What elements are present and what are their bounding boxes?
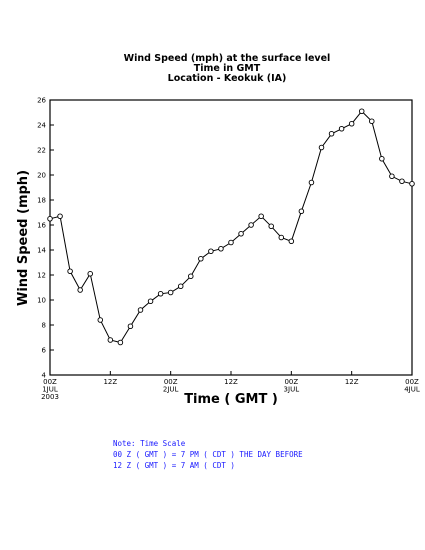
y-axis-ticks: 4 6 8 10 12 14 16 18 20 22 24 26 bbox=[37, 97, 54, 380]
data-point bbox=[308, 179, 315, 186]
data-point bbox=[157, 291, 164, 297]
y-tick-label: 18 bbox=[37, 197, 46, 205]
y-tick-label: 8 bbox=[42, 322, 46, 330]
chart-title-line-3: Location - Keokuk (IA) bbox=[168, 73, 287, 84]
y-tick-label: 4 bbox=[42, 372, 47, 380]
data-point bbox=[268, 223, 274, 229]
x-tick-label: 00Z bbox=[43, 378, 57, 386]
x-axis-label: Time ( GMT ) bbox=[184, 392, 278, 407]
x-tick-label: 00Z bbox=[164, 378, 178, 386]
data-point bbox=[208, 248, 214, 254]
data-point bbox=[338, 125, 345, 132]
x-tick-label: 12Z bbox=[103, 378, 117, 386]
data-point bbox=[298, 208, 305, 214]
x-tick-label: 1JUL bbox=[42, 386, 58, 394]
data-point bbox=[348, 120, 355, 127]
data-point bbox=[409, 180, 415, 187]
x-tick-label: 2003 bbox=[41, 393, 59, 401]
x-tick-label: 00Z bbox=[405, 378, 419, 386]
y-tick-label: 22 bbox=[37, 147, 46, 155]
data-point bbox=[127, 323, 134, 330]
data-point bbox=[389, 173, 395, 179]
y-tick-label: 10 bbox=[37, 297, 46, 305]
data-point bbox=[248, 222, 254, 228]
chart-title-line-1: Wind Speed (mph) at the surface level bbox=[124, 53, 331, 64]
data-point bbox=[238, 230, 244, 237]
data-point bbox=[147, 298, 154, 305]
y-tick-label: 14 bbox=[37, 247, 46, 255]
data-point bbox=[97, 317, 104, 323]
x-tick-label: 12Z bbox=[224, 378, 238, 386]
data-point bbox=[228, 239, 234, 246]
chart-title-line-2: Time in GMT bbox=[194, 63, 261, 74]
data-point bbox=[137, 307, 144, 313]
y-tick-label: 24 bbox=[37, 122, 46, 130]
data-point bbox=[188, 273, 194, 280]
x-tick-label: 12Z bbox=[345, 378, 359, 386]
data-point bbox=[218, 245, 224, 252]
y-axis-label: Wind Speed (mph) bbox=[16, 170, 31, 306]
data-point bbox=[67, 268, 73, 275]
wind-speed-line bbox=[49, 110, 413, 344]
plot-area-frame bbox=[49, 99, 413, 376]
y-tick-label: 16 bbox=[37, 222, 46, 230]
data-point bbox=[47, 215, 53, 222]
data-point bbox=[358, 108, 365, 114]
data-point bbox=[369, 118, 375, 124]
data-point bbox=[379, 155, 385, 162]
data-point bbox=[107, 337, 114, 343]
x-tick-label: 4JUL bbox=[404, 386, 420, 394]
x-tick-label: 3JUL bbox=[284, 386, 300, 394]
time-scale-note: Note: Time Scale 00 Z ( GMT ) = 7 PM ( C… bbox=[113, 439, 303, 470]
y-tick-label: 20 bbox=[37, 172, 46, 180]
data-point bbox=[278, 234, 285, 241]
data-point bbox=[87, 271, 93, 277]
chart-title: Wind Speed (mph) at the surface level Ti… bbox=[124, 53, 331, 84]
data-point bbox=[117, 339, 124, 346]
data-point bbox=[318, 144, 325, 151]
y-tick-label: 6 bbox=[42, 347, 47, 355]
data-point bbox=[167, 289, 174, 296]
note-line-2: 00 Z ( GMT ) = 7 PM ( CDT ) THE DAY BEFO… bbox=[113, 450, 303, 459]
y-tick-label: 26 bbox=[37, 97, 46, 105]
data-point bbox=[399, 178, 405, 184]
x-tick-label: 2JUL bbox=[163, 386, 179, 394]
data-point bbox=[77, 287, 83, 293]
wind-speed-points bbox=[47, 108, 415, 346]
data-point bbox=[288, 238, 295, 244]
data-point bbox=[198, 256, 204, 262]
data-point bbox=[258, 213, 264, 219]
y-tick-label: 12 bbox=[37, 272, 46, 280]
data-point bbox=[57, 213, 63, 219]
note-line-3: 12 Z ( GMT ) = 7 AM ( CDT ) bbox=[113, 461, 235, 470]
x-tick-label: 00Z bbox=[284, 378, 298, 386]
data-point bbox=[328, 130, 335, 137]
data-point bbox=[177, 283, 184, 290]
note-line-1: Note: Time Scale bbox=[113, 439, 186, 448]
